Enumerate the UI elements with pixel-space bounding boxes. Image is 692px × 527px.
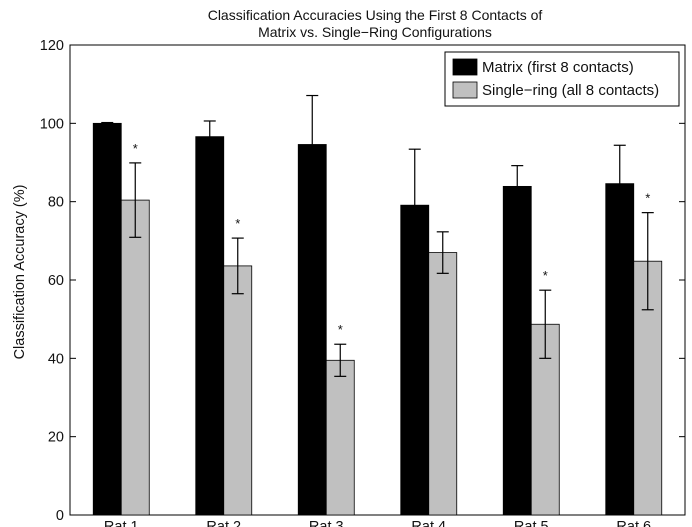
bar	[297, 144, 327, 516]
chart-title-line-2: Matrix vs. Single−Ring Configurations	[258, 24, 492, 40]
bar	[502, 185, 532, 516]
bar	[120, 199, 150, 516]
legend-label: Single−ring (all 8 contacts)	[482, 82, 659, 99]
significance-marker: *	[543, 268, 548, 283]
significance-marker: *	[338, 322, 343, 337]
y-tick-label: 120	[40, 38, 64, 54]
x-tick-label: Rat 2	[206, 519, 241, 527]
plot-frame	[69, 44, 686, 516]
bar	[605, 183, 635, 516]
y-tick-label: 0	[56, 508, 64, 524]
bar	[428, 252, 458, 516]
y-axis-label: Classification Accuracy (%)	[12, 185, 28, 360]
legend-swatch	[452, 58, 478, 76]
legend-box	[444, 51, 680, 107]
y-tick-label: 40	[48, 351, 64, 367]
bar	[325, 359, 355, 516]
legend-label: Matrix (first 8 contacts)	[482, 59, 634, 76]
y-tick-label: 100	[40, 116, 64, 132]
x-tick-label: Rat 4	[411, 519, 446, 527]
x-tick-label: Rat 6	[616, 519, 651, 527]
significance-marker: *	[235, 216, 240, 231]
x-tick-label: Rat 3	[309, 519, 344, 527]
bar	[195, 136, 225, 516]
y-tick-label: 80	[48, 195, 64, 211]
bar	[92, 122, 122, 516]
significance-marker: *	[645, 191, 650, 206]
x-tick-label: Rat 5	[514, 519, 549, 527]
significance-marker: *	[133, 141, 138, 156]
chart-title-line-1: Classification Accuracies Using the Firs…	[208, 7, 543, 23]
bar	[223, 265, 253, 516]
legend-swatch	[452, 81, 478, 99]
y-tick-label: 60	[48, 273, 64, 289]
x-tick-label: Rat 1	[104, 519, 139, 527]
y-tick-label: 20	[48, 430, 64, 446]
